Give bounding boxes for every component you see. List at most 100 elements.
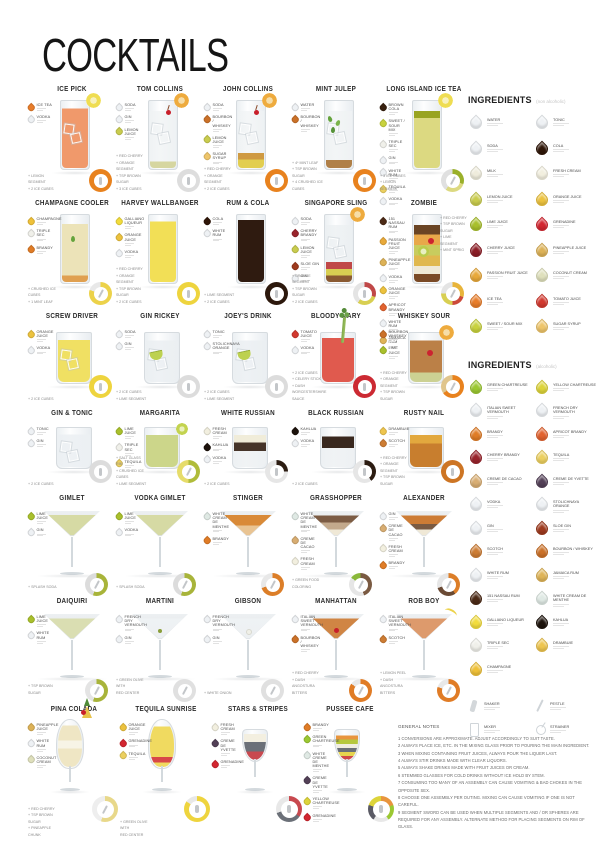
ingredient-droplet-icon: [26, 630, 36, 640]
cocktail-name: JOHN COLLINS: [222, 86, 274, 93]
preparation-donut-chart: [353, 375, 376, 398]
measure-line: [388, 202, 398, 204]
ingredient-label: CREME DE YVETTE: [220, 739, 236, 752]
cocktail-row-5: GIMLET LIME JUICE GIN + SPLASH SODA VODKA GI…: [26, 495, 468, 598]
measure-line: [388, 149, 398, 151]
legend-label-wrap: GALLIANO LIQUEUR: [487, 615, 524, 626]
cocktail-glass: [223, 427, 277, 474]
legend-ingredient-item: SODA: [467, 140, 530, 167]
cherry-in-garnish-icon: [427, 238, 434, 245]
legend-ingredient-name: WATER: [487, 118, 501, 122]
ingredient-label: 151 NASSAU RUM: [388, 217, 405, 230]
legend-desc-line: [553, 622, 569, 624]
legend-ingredient-item: TEQUILA: [533, 449, 596, 474]
ingredient-droplet-icon: [114, 329, 124, 339]
ingredient-label-wrap: SLOE GIN: [300, 262, 320, 270]
legend-ingredient-item: SWEET / SOUR MIX: [467, 318, 530, 345]
legend-label-wrap: FRENCH DRY VERMOUTH: [553, 403, 596, 419]
cocktail-glass: [300, 511, 372, 578]
ingredient-list: PINEAPPLE JUICE WHITE RUM COCONUT CREAM: [26, 722, 58, 772]
ingredient-label-wrap: SCOTCH: [388, 636, 406, 644]
ingredient-label: BOURBON / WHISKEY: [300, 115, 321, 128]
measure-line: [388, 556, 395, 557]
measure-line: [124, 120, 134, 122]
measure-line: [300, 531, 307, 533]
ingredient-label: PASSION FRUIT JUICE: [388, 237, 406, 250]
measure-line: [300, 446, 307, 448]
garnish-note-line: + 2 ICE CUBES: [204, 481, 230, 486]
garnish-notes: + GREEN FOOD COLORING: [292, 577, 324, 590]
ingredient-droplet-icon: [533, 567, 551, 584]
measure-line: [388, 204, 395, 206]
garnish-note-line: + TSP BROWN SUGAR: [380, 390, 405, 401]
legend-desc-line: [487, 227, 498, 229]
measure-line: [300, 529, 310, 531]
cocktail-card: WHITE RUSSIAN FRESH CREAM KAHLUA VODKA + 2 I…: [202, 410, 292, 495]
measure-line: [300, 240, 307, 242]
preparation-donut-chart: [441, 375, 464, 398]
preparation-donut-chart: [437, 679, 460, 702]
measure-line: [212, 335, 222, 336]
ingredient-label: ITALIAN SWEET VERMOUTH: [388, 615, 412, 628]
glass-stem: [346, 759, 348, 777]
ingredient-droplet-icon: [378, 155, 388, 165]
garnish-note-line: + RED CHERRY: [204, 167, 231, 172]
legend-desc-line: [553, 276, 569, 278]
measure-line: [124, 108, 134, 109]
measure-line: [124, 628, 134, 630]
ingredient-droplet-icon: [467, 114, 485, 132]
legend-ingredient-item: MILK: [467, 165, 530, 192]
legend-desc-line: [553, 174, 569, 176]
cocktail-body: ICE TEA VODKA + LEMON SEGMENT + 2 ICE CUBES: [26, 93, 116, 200]
ingredient-row: GRENADINE: [210, 759, 244, 769]
glass-bowl: [236, 214, 266, 284]
ingredient-list: WATER BOURBON / WHISKEY: [290, 102, 321, 136]
cocktail-name: CHAMPAGNE COOLER: [35, 200, 109, 207]
ingredient-row: STOLICHNAYA ORANGE: [202, 341, 239, 355]
measure-line: [212, 450, 219, 452]
ingredient-row: FRESH CREAM: [202, 426, 232, 439]
measure-line: [388, 341, 395, 342]
ingredient-label: DRAMBUIE: [388, 427, 410, 431]
ingredient-list: COLA WHITE RUM: [202, 216, 232, 246]
ingredient-label-wrap: LIME JUICE: [124, 512, 145, 524]
measure-line: [388, 132, 398, 134]
ingredient-label: SODA: [124, 103, 136, 107]
ingredient-label: FRESH CREAM: [300, 557, 315, 566]
tool-desc-line: [484, 732, 495, 734]
measure-line: [36, 122, 43, 124]
donut-hole: [96, 800, 114, 818]
cocktail-card: WHISKEY SOUR BOURBON WHISKEY LIME JUICE + R…: [378, 313, 468, 410]
ingredient-droplet-icon: [378, 426, 388, 436]
ingredient-label: SLOE GIN: [300, 262, 320, 267]
ingredient-label: LIME JUICE: [388, 346, 400, 355]
garnish-notes: + SALT GLASS RIM + CRUSHED ICE CUBES + LIM…: [116, 455, 148, 487]
ingredient-label: VODKA: [388, 274, 403, 279]
garnish-note-line: + 2 ICE CUBES: [292, 370, 318, 375]
ingredient-droplet-icon: [467, 191, 485, 208]
ingredient-row: BRANDY: [302, 722, 332, 732]
legend-label-wrap: TEQUILA: [553, 450, 569, 462]
ingredient-droplet-icon: [533, 473, 551, 490]
ingredient-row: ORANGE JUICE: [114, 232, 144, 246]
legend-ingredient-name: ITALIAN SWEET VERMOUTH: [487, 406, 516, 415]
legend-desc-line: [553, 554, 564, 556]
garnish-note-line: + 2 ICE CUBES: [116, 299, 142, 304]
cocktail-glass: [124, 511, 196, 578]
legend-ingredient-item: LEMON JUICE: [467, 191, 530, 218]
donut-hole: [89, 683, 104, 698]
ingredient-row: LEMON JUICE: [202, 135, 232, 148]
measure-line: [300, 628, 310, 630]
measure-line: [212, 642, 219, 644]
orange-wheel-garnish-icon: [350, 207, 365, 222]
cocktail-name: GIBSON: [234, 598, 262, 605]
ingredients-heading-label: INGREDIENTS: [468, 359, 532, 370]
legend-ingredient-item: TOMATO JUICE: [533, 293, 596, 320]
cocktail-glass: [223, 332, 277, 389]
measure-line: [220, 767, 227, 768]
legend-ingredient-item: GREEN CHARTREUSE: [467, 379, 530, 404]
ingredient-droplet-icon: [378, 216, 388, 226]
measure-line: [388, 446, 395, 448]
cocktail-name: VODKA GIMLET: [134, 495, 186, 502]
tool-label-wrap: MIXER: [484, 722, 500, 734]
